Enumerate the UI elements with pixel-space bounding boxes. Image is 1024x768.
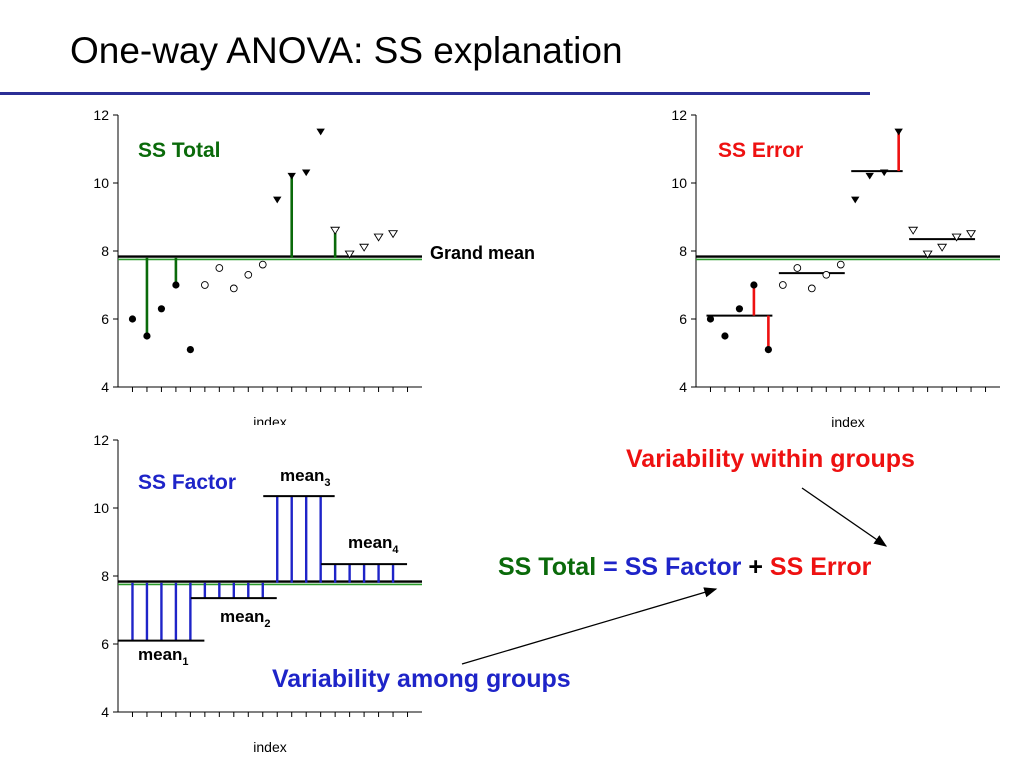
data-point [750, 281, 758, 289]
y-tick-label: 10 [93, 175, 109, 191]
data-point [388, 230, 399, 239]
data-point [764, 346, 772, 354]
ss-error-label: SS Error [718, 139, 803, 162]
grand-mean-label: Grand mean [430, 243, 536, 263]
y-tick-label: 12 [93, 432, 109, 448]
data-point [851, 196, 860, 204]
mean-label-base: mean [348, 533, 392, 552]
data-point [706, 315, 715, 323]
variability-among-label: Variability among groups [272, 665, 571, 693]
mean-label-base: mean [220, 607, 264, 626]
ss-factor-label: SS Factor [138, 471, 236, 494]
data-point [879, 169, 889, 177]
data-point [865, 172, 874, 180]
equation-ss-factor: SS Factor [624, 553, 742, 581]
y-tick-label: 4 [679, 379, 687, 395]
ss-factor-panel: 4 6 8 10 12 index mean1 mean2 mean3 mean4 SS Facto… [70, 425, 427, 760]
data-point [793, 264, 802, 272]
y-tick-label: 8 [679, 243, 687, 259]
mean-label-base: mean [280, 466, 324, 485]
mean-label: mean2 [220, 607, 271, 630]
data-point [779, 281, 787, 289]
data-point [316, 128, 325, 136]
data-point [301, 169, 311, 177]
equation-equals: = [603, 553, 618, 581]
mean-label-subscript: 1 [182, 656, 188, 668]
y-tick-label: 8 [101, 243, 109, 259]
y-tick-label: 10 [671, 175, 687, 191]
x-axis-label: index [253, 739, 286, 755]
page-title: One-way ANOVA: SS explanation [70, 30, 623, 71]
y-tick-label: 12 [93, 107, 109, 123]
data-point [229, 284, 238, 293]
data-point [894, 128, 903, 136]
data-point [359, 243, 370, 252]
among-arrow [461, 587, 718, 665]
y-tick-label: 6 [101, 311, 109, 327]
data-point [244, 270, 253, 279]
data-point [721, 332, 729, 340]
within-arrow [801, 487, 888, 547]
mean-label-subscript: 3 [324, 477, 330, 489]
data-point [172, 281, 180, 289]
data-point [128, 315, 137, 323]
mean-label-subscript: 2 [264, 618, 270, 630]
mean-label-base: mean [138, 645, 182, 664]
ss-error-chart: 4 6 8 10 12 index SS Error [671, 107, 1000, 430]
ss-total-panel: 4 6 8 10 12 index SS Total [70, 100, 427, 435]
mean-label: mean4 [348, 533, 399, 556]
y-tick-label: 12 [671, 107, 687, 123]
data-point [966, 230, 977, 239]
data-point [157, 305, 166, 313]
data-point [836, 260, 845, 269]
y-tick-label: 6 [679, 311, 687, 327]
data-point [908, 226, 919, 235]
mean-label: mean1 [138, 645, 189, 668]
ss-error-panel: 4 6 8 10 12 index SS Error [648, 100, 1005, 435]
y-tick-label: 6 [101, 636, 109, 652]
data-point [258, 260, 267, 269]
y-tick-label: 4 [101, 704, 109, 720]
data-point [735, 305, 744, 313]
data-point [330, 226, 341, 235]
data-point [201, 281, 209, 289]
data-point [215, 264, 224, 272]
equation-plus: + [748, 553, 763, 581]
title-rule [0, 92, 870, 95]
data-point [807, 284, 816, 293]
y-tick-label: 4 [101, 379, 109, 395]
y-tick-label: 8 [101, 568, 109, 584]
data-point [822, 270, 831, 279]
data-point [922, 250, 933, 259]
mean-label: mean3 [280, 466, 331, 489]
y-tick-label: 10 [93, 500, 109, 516]
data-point [344, 250, 355, 259]
ss-total-label: SS Total [138, 139, 220, 162]
x-axis-label: index [831, 414, 864, 430]
ss-equation: SS Total = SS Factor + SS Error [498, 553, 871, 582]
equation-ss-error: SS Error [769, 553, 872, 581]
mean-label-subscript: 4 [392, 544, 399, 556]
data-point [143, 332, 151, 340]
data-point [273, 196, 282, 204]
equation-ss-total: SS Total [498, 553, 597, 581]
data-point [373, 233, 384, 242]
data-point [937, 243, 948, 252]
data-point [287, 172, 296, 180]
data-point [186, 346, 194, 354]
variability-within-label: Variability within groups [626, 445, 915, 473]
data-point [951, 233, 962, 242]
